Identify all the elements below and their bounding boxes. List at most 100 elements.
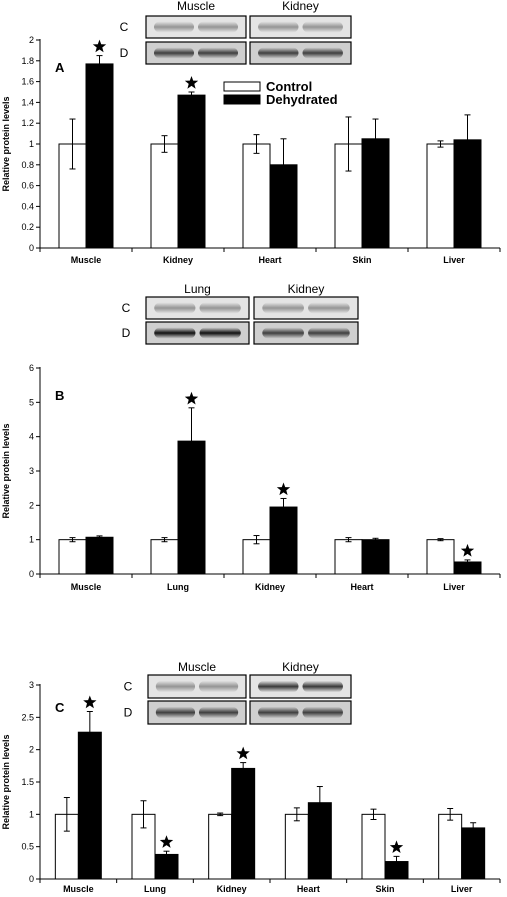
bar-dehydrated	[269, 506, 298, 575]
error-bar	[217, 812, 224, 817]
blot-row-label: C	[124, 680, 133, 694]
y-tick-label: 0.8	[21, 160, 34, 170]
blot-band	[258, 47, 299, 59]
panel-c-chart: 0 0.5 1 1.5 2 2.5 3 Relative protein levels C Mus…	[1, 660, 501, 894]
category-label: Kidney	[163, 255, 193, 265]
category-label: Heart	[350, 582, 373, 592]
blot-band	[262, 302, 304, 314]
blot-tissue-label: Kidney	[288, 282, 325, 296]
error-bar	[280, 138, 287, 192]
blot-band	[302, 706, 343, 719]
error-bar	[161, 135, 168, 153]
error-bar	[96, 535, 103, 540]
blot-band	[199, 327, 241, 339]
bar-control	[284, 813, 309, 880]
category-label: Lung	[144, 884, 166, 894]
category-label: Muscle	[71, 582, 102, 592]
legend-label-control: Control	[266, 79, 312, 94]
panel-b-chart: 0 1 2 3 4 5 6 Relative protein levels B Muscle Lun…	[1, 282, 501, 592]
blot-row-label: D	[122, 326, 131, 340]
blot-row-label: D	[120, 46, 129, 60]
blot-band	[154, 21, 194, 33]
legend-label-dehydrated: Dehydrated	[266, 92, 338, 107]
significance-star-icon	[159, 835, 174, 848]
y-tick-label: 1	[29, 139, 34, 149]
bar-dehydrated	[85, 63, 114, 249]
y-tick-label: 2.5	[21, 712, 34, 722]
y-tick-label: 6	[29, 363, 34, 373]
y-tick-label: 1	[29, 809, 34, 819]
significance-star-icon	[92, 39, 107, 53]
bar-dehydrated	[361, 539, 390, 575]
blot-row-label: C	[120, 20, 129, 34]
error-bar	[464, 114, 471, 166]
panel-a-chart: 0 0.2 0.4 0.6 0.8 1 1.2 1.4 1.6 1.8 2 Relative prot…	[1, 0, 501, 265]
blot-band	[154, 302, 196, 314]
blot-tissue-label: Muscle	[177, 0, 215, 13]
y-tick-label: 1.4	[21, 97, 34, 107]
blot-band	[302, 680, 343, 693]
bar-dehydrated	[85, 536, 114, 575]
error-bar	[447, 808, 454, 821]
blot-band	[198, 21, 238, 33]
category-label: Muscle	[63, 884, 94, 894]
y-tick-label: 0	[29, 874, 34, 884]
blot-row-label: C	[122, 301, 131, 315]
category-label: Kidney	[255, 582, 285, 592]
error-bar	[464, 559, 471, 565]
y-tick-label: 3	[29, 680, 34, 690]
blot-band	[154, 327, 196, 339]
blot-band	[199, 302, 241, 314]
y-tick-label: 2	[29, 500, 34, 510]
category-label: Heart	[297, 884, 320, 894]
y-tick-label: 5	[29, 397, 34, 407]
blot-tissue-label: Kidney	[282, 0, 319, 13]
y-tick-label: 0.6	[21, 181, 34, 191]
y-axis-label: Relative protein levels	[1, 734, 11, 829]
error-bar	[240, 762, 247, 775]
category-label: Liver	[443, 582, 465, 592]
panel-label: A	[55, 60, 65, 75]
error-bar	[280, 497, 287, 517]
y-tick-label: 2	[29, 745, 34, 755]
error-bar	[163, 850, 170, 859]
error-bar	[372, 537, 379, 542]
significance-star-icon	[460, 543, 475, 557]
panel-label: C	[55, 700, 65, 715]
category-label: Kidney	[217, 884, 247, 894]
bar-control	[361, 813, 386, 880]
bar-control	[150, 143, 179, 249]
error-bar	[345, 537, 352, 543]
error-bar	[63, 797, 70, 832]
error-bar	[293, 807, 300, 822]
blot-row-label: D	[124, 706, 133, 720]
bar-control	[438, 813, 463, 880]
bar-dehydrated	[231, 767, 256, 880]
bar-dehydrated	[77, 731, 102, 880]
y-axis-label: Relative protein levels	[1, 423, 11, 518]
y-tick-label: 1.8	[21, 56, 34, 66]
blot-band	[302, 47, 343, 59]
error-bar	[316, 786, 323, 820]
significance-star-icon	[276, 482, 291, 496]
y-tick-label: 1.2	[21, 118, 34, 128]
bar-control	[208, 813, 233, 880]
y-tick-label: 3	[29, 466, 34, 476]
category-label: Skin	[352, 255, 371, 265]
y-tick-label: 1.6	[21, 77, 34, 87]
error-bar	[69, 537, 76, 543]
error-bar	[188, 91, 195, 99]
error-bar	[188, 407, 195, 475]
y-tick-label: 0.2	[21, 222, 34, 232]
significance-star-icon	[236, 746, 250, 760]
significance-star-icon	[184, 76, 199, 89]
bar-dehydrated	[177, 440, 206, 575]
blot-band	[198, 706, 239, 719]
bar-control	[58, 539, 87, 575]
blot-tissue-label: Kidney	[282, 660, 319, 674]
error-bar	[372, 118, 379, 160]
legend-swatch-control	[223, 81, 261, 92]
bar-control	[334, 539, 363, 575]
significance-star-icon	[83, 695, 97, 709]
error-bar	[161, 537, 168, 543]
